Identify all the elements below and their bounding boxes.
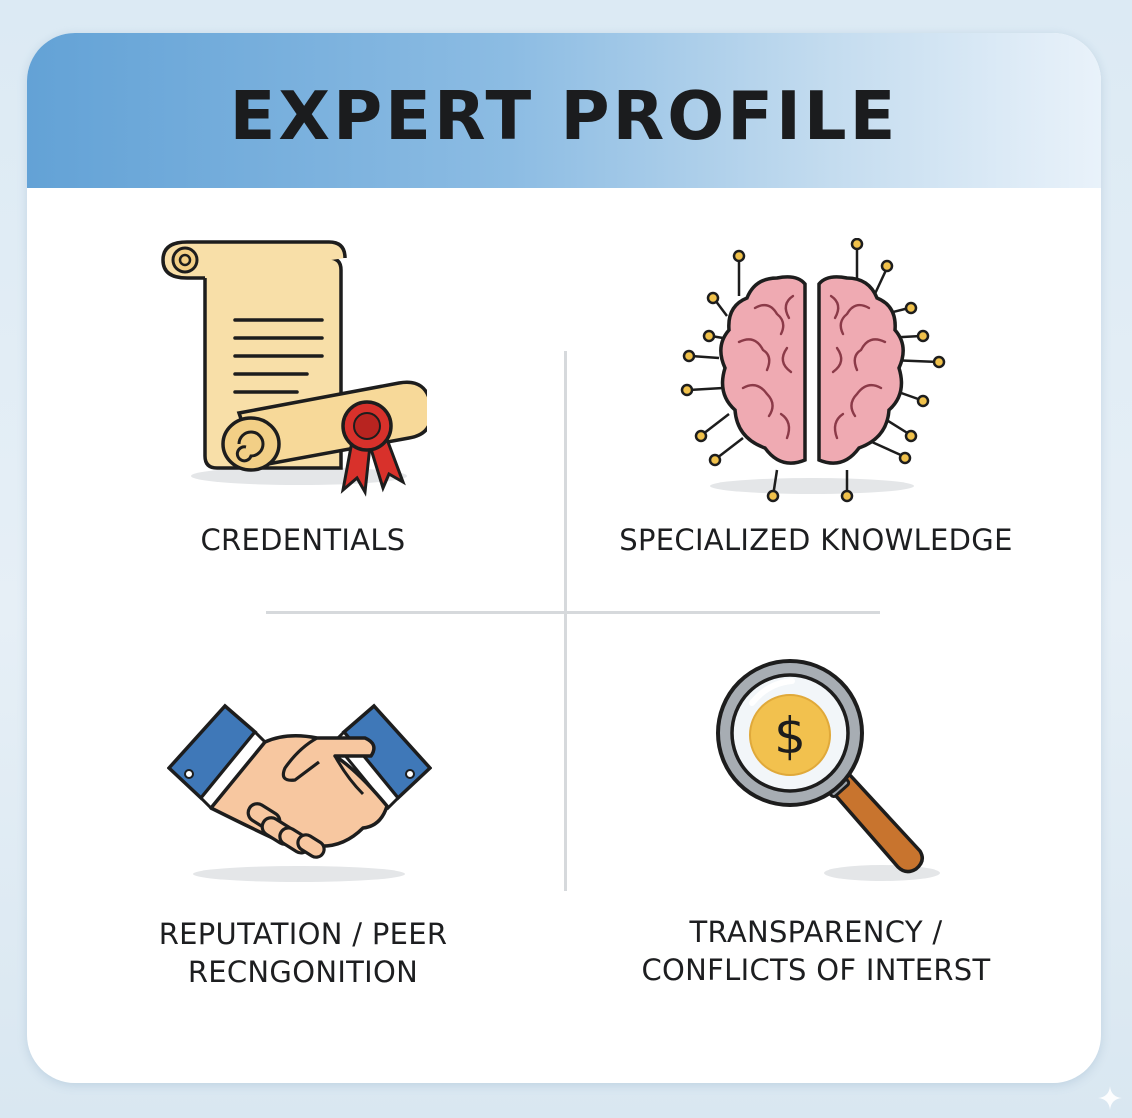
dollar-sign-text: $ — [774, 707, 806, 765]
diploma-scroll-icon — [161, 240, 427, 497]
expert-profile-card: EXPERT PROFILE CREDENTIALS — [27, 33, 1101, 1083]
magnifier-dollar-icon — [716, 659, 940, 881]
horizontal-divider — [266, 611, 880, 614]
reputation-label-line2: RECNGONITION — [187, 955, 419, 989]
reputation-label-line1: REPUTATION / PEER — [158, 917, 448, 951]
credentials-label: CREDENTIALS — [200, 523, 406, 557]
dollar-symbol: $ — [774, 707, 806, 765]
transparency-label-line1: TRANSPARENCY / — [689, 915, 943, 949]
specialized-knowledge-label: SPECIALIZED KNOWLEDGE — [619, 523, 1013, 557]
transparency-label: TRANSPARENCY / CONFLICTS OF INTERST — [566, 913, 1066, 989]
transparency-label-line2: CONFLICTS OF INTERST — [641, 953, 991, 987]
handshake-icon — [167, 703, 432, 882]
header-banner: EXPERT PROFILE — [27, 33, 1101, 188]
reputation-label: REPUTATION / PEER RECNGONITION — [53, 915, 553, 991]
brain-circuit-icon — [680, 238, 946, 503]
sparkle-icon — [1098, 1086, 1122, 1110]
vertical-divider — [564, 351, 567, 891]
page-title: EXPERT PROFILE — [229, 77, 899, 155]
